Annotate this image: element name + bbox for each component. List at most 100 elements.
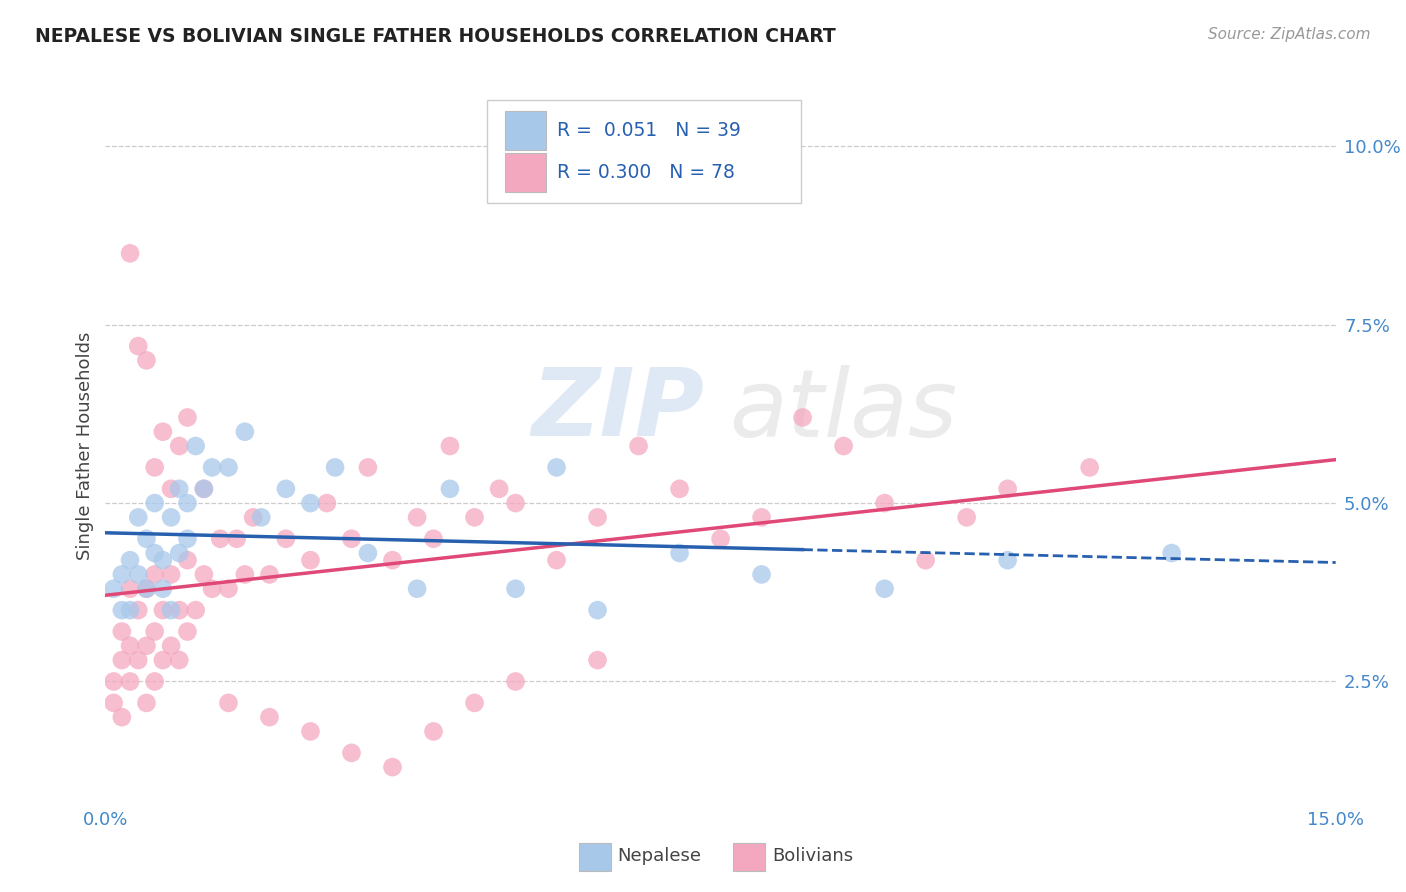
- Point: [120, 639, 141, 653]
- Point: [193, 567, 215, 582]
- Point: [201, 582, 224, 596]
- Point: [299, 724, 322, 739]
- Point: [997, 553, 1019, 567]
- Point: [152, 603, 174, 617]
- Point: [218, 696, 240, 710]
- Point: [710, 532, 733, 546]
- Point: [792, 410, 814, 425]
- Point: [357, 460, 380, 475]
- Point: [259, 567, 281, 582]
- Point: [316, 496, 339, 510]
- Text: Bolivians: Bolivians: [772, 847, 853, 865]
- Point: [250, 510, 273, 524]
- Point: [406, 510, 429, 524]
- Point: [127, 603, 149, 617]
- Point: [233, 425, 256, 439]
- Point: [176, 553, 198, 567]
- Bar: [579, 844, 612, 871]
- Point: [135, 532, 157, 546]
- Point: [143, 546, 166, 560]
- Text: ZIP: ZIP: [531, 364, 704, 457]
- Point: [111, 603, 134, 617]
- Point: [103, 696, 125, 710]
- Point: [546, 460, 568, 475]
- Point: [488, 482, 510, 496]
- Point: [127, 339, 149, 353]
- Point: [381, 760, 404, 774]
- Point: [299, 496, 322, 510]
- Point: [218, 460, 240, 475]
- Point: [1078, 460, 1101, 475]
- Point: [505, 496, 527, 510]
- Point: [193, 482, 215, 496]
- Point: [668, 546, 690, 560]
- Point: [135, 353, 157, 368]
- Point: [914, 553, 936, 567]
- Point: [152, 582, 174, 596]
- Point: [160, 482, 183, 496]
- Point: [111, 624, 134, 639]
- Point: [193, 482, 215, 496]
- Point: [225, 532, 247, 546]
- Point: [143, 496, 166, 510]
- Point: [169, 482, 191, 496]
- Point: [120, 603, 141, 617]
- Point: [233, 567, 256, 582]
- Point: [464, 510, 486, 524]
- Point: [422, 724, 444, 739]
- Point: [439, 439, 461, 453]
- Point: [143, 624, 166, 639]
- Point: [997, 482, 1019, 496]
- Point: [135, 696, 157, 710]
- Point: [751, 510, 773, 524]
- Point: [751, 567, 773, 582]
- Point: [103, 582, 125, 596]
- Point: [143, 460, 166, 475]
- Point: [505, 582, 527, 596]
- Point: [546, 553, 568, 567]
- Point: [111, 710, 134, 724]
- Point: [169, 653, 191, 667]
- Point: [357, 546, 380, 560]
- Point: [127, 653, 149, 667]
- Point: [505, 674, 527, 689]
- Point: [169, 603, 191, 617]
- Point: [120, 582, 141, 596]
- Point: [135, 582, 157, 596]
- Point: [169, 439, 191, 453]
- Point: [169, 546, 191, 560]
- Point: [956, 510, 979, 524]
- Point: [152, 653, 174, 667]
- Point: [439, 482, 461, 496]
- Point: [135, 639, 157, 653]
- Bar: [505, 111, 546, 150]
- Point: [120, 246, 141, 260]
- Point: [160, 510, 183, 524]
- Text: atlas: atlas: [728, 365, 957, 456]
- Point: [111, 567, 134, 582]
- Point: [274, 532, 297, 546]
- Point: [160, 603, 183, 617]
- Point: [406, 582, 429, 596]
- Point: [627, 439, 650, 453]
- Point: [176, 532, 198, 546]
- Point: [299, 553, 322, 567]
- Bar: [733, 844, 765, 871]
- Point: [176, 410, 198, 425]
- Point: [143, 674, 166, 689]
- Point: [209, 532, 232, 546]
- Point: [143, 567, 166, 582]
- Point: [259, 710, 281, 724]
- Text: R = 0.300   N = 78: R = 0.300 N = 78: [557, 163, 735, 182]
- Point: [274, 482, 297, 496]
- Text: R =  0.051   N = 39: R = 0.051 N = 39: [557, 121, 741, 140]
- Point: [381, 553, 404, 567]
- Point: [586, 510, 609, 524]
- Point: [668, 482, 690, 496]
- Y-axis label: Single Father Households: Single Father Households: [76, 332, 94, 560]
- Point: [176, 496, 198, 510]
- Point: [127, 567, 149, 582]
- Point: [176, 624, 198, 639]
- Point: [201, 460, 224, 475]
- Point: [242, 510, 264, 524]
